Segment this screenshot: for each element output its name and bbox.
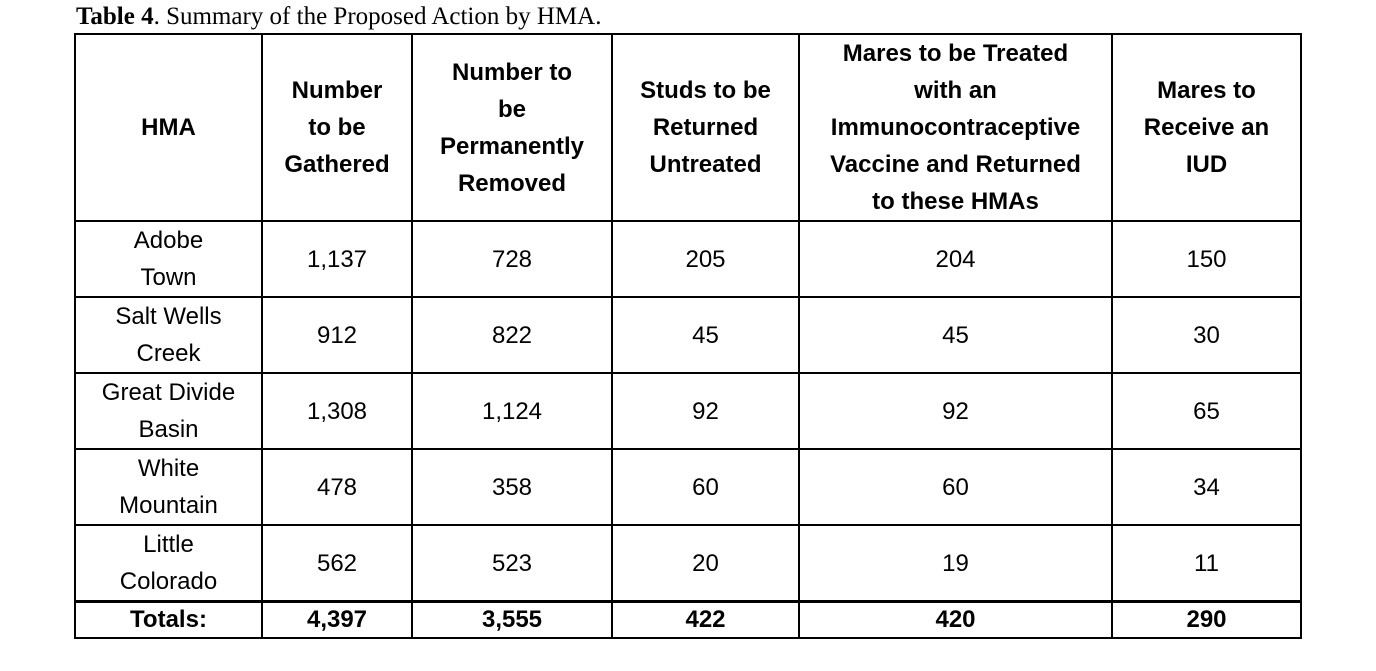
totals-gathered: 4,397 [261,600,413,639]
header-studs-line-3: Untreated [649,151,762,178]
header-gathered-line-1: Number [291,77,383,104]
header-studs-line-1: Studs to be [640,77,771,104]
gathered-cell: 562 [261,524,413,603]
header-mares-vaccine: Mares to be Treated with an Immunocontra… [798,33,1113,222]
gathered-cell: 1,308 [261,372,413,450]
header-mares-iud-line-3: IUD [1185,151,1228,178]
hma-name-line-2: Creek [136,340,201,367]
header-row: HMA Number to be Gathered Number to be P… [74,33,1302,222]
totals-label: Totals: [74,600,263,639]
table-row: Adobe Town 1,137 728 205 204 150 [74,220,1302,298]
header-mares-vaccine-line-4: Vaccine and Returned [830,151,1081,178]
table-row: Little Colorado 562 523 20 19 11 [74,524,1302,603]
studs-cell: 205 [611,220,800,298]
header-mares-iud: Mares to Receive an IUD [1111,33,1302,222]
mares-vaccine-cell: 92 [798,372,1113,450]
header-mares-vaccine-line-3: Immunocontraceptive [830,114,1081,141]
hma-cell: White Mountain [74,448,263,526]
header-studs-line-2: Returned [652,114,759,141]
mares-iud-cell: 65 [1111,372,1302,450]
mares-iud-cell: 150 [1111,220,1302,298]
hma-name-line-2: Mountain [119,492,218,519]
table-row: Salt Wells Creek 912 822 45 45 30 [74,296,1302,374]
mares-iud-cell: 30 [1111,296,1302,374]
mares-vaccine-cell: 60 [798,448,1113,526]
hma-cell: Great Divide Basin [74,372,263,450]
removed-cell: 358 [411,448,613,526]
hma-name-line-1: Adobe [133,227,204,254]
studs-cell: 45 [611,296,800,374]
table-row: Great Divide Basin 1,308 1,124 92 92 65 [74,372,1302,450]
mares-vaccine-cell: 19 [798,524,1113,603]
hma-cell: Little Colorado [74,524,263,603]
header-mares-iud-line-2: Receive an [1143,114,1270,141]
mares-iud-cell: 34 [1111,448,1302,526]
header-mares-iud-line-1: Mares to [1157,77,1256,104]
table-caption-text: . Summary of the Proposed Action by HMA. [153,3,602,30]
hma-cell: Salt Wells Creek [74,296,263,374]
hma-cell: Adobe Town [74,220,263,298]
removed-cell: 1,124 [411,372,613,450]
header-removed-line-4: Removed [457,169,567,197]
table-row: White Mountain 478 358 60 60 34 [74,448,1302,526]
header-mares-vaccine-line-5: to these HMAs [872,188,1039,215]
studs-cell: 92 [611,372,800,450]
studs-cell: 20 [611,524,800,603]
header-mares-vaccine-line-2: with an [914,77,997,104]
hma-name-line-1: Little [143,531,194,558]
hma-name-line-1: Great Divide [101,379,236,406]
totals-studs: 422 [611,600,800,639]
header-studs: Studs to be Returned Untreated [611,33,800,222]
removed-cell: 822 [411,296,613,374]
table-caption: Table 4. Summary of the Proposed Action … [76,2,601,32]
totals-removed: 3,555 [411,600,613,639]
gathered-cell: 1,137 [261,220,413,298]
hma-name-line-1: Salt Wells [115,303,222,330]
header-removed-line-2: be [497,95,526,123]
mares-vaccine-cell: 204 [798,220,1113,298]
hma-name-line-2: Colorado [119,568,218,595]
studs-cell: 60 [611,448,800,526]
totals-mares-iud: 290 [1111,600,1302,639]
header-hma-line-1: HMA [141,114,196,141]
mares-vaccine-cell: 45 [798,296,1113,374]
gathered-cell: 478 [261,448,413,526]
hma-name-line-1: White [137,455,200,482]
totals-row: Totals: 4,397 3,555 422 420 290 [74,600,1302,639]
removed-cell: 728 [411,220,613,298]
header-removed-line-1: Number to [452,58,572,86]
totals-mares-vaccine: 420 [798,600,1113,639]
hma-name-line-2: Town [140,264,197,291]
removed-cell: 523 [411,524,613,603]
header-mares-vaccine-line-1: Mares to be Treated [842,40,1069,67]
summary-table: HMA Number to be Gathered Number to be P… [74,33,1302,639]
header-removed-line-3: Permanently [439,132,585,160]
header-gathered: Number to be Gathered [261,33,413,222]
table-caption-label: Table 4 [76,3,154,30]
header-hma: HMA [74,33,263,222]
gathered-cell: 912 [261,296,413,374]
header-gathered-line-3: Gathered [284,151,390,178]
header-gathered-line-2: to be [308,114,366,141]
mares-iud-cell: 11 [1111,524,1302,603]
hma-name-line-2: Basin [138,416,199,443]
header-removed: Number to be Permanently Removed [411,33,613,222]
